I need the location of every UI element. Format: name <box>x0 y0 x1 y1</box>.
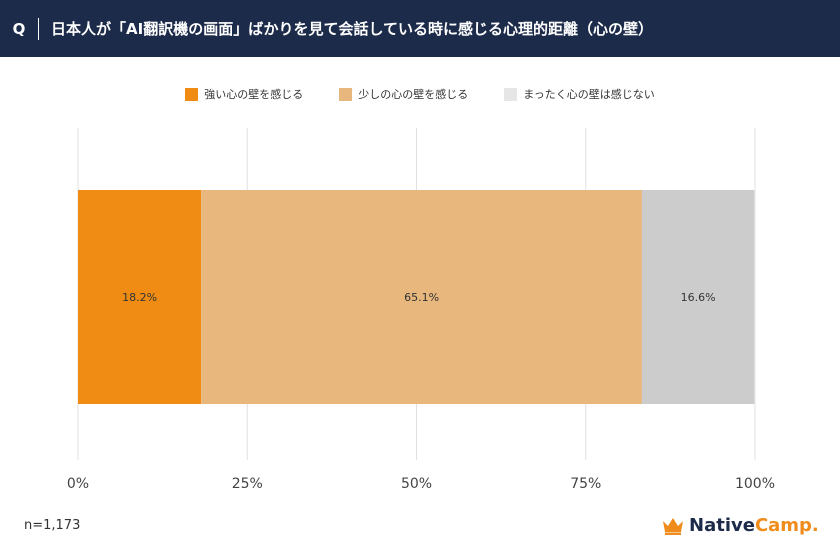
x-tick-label: 0% <box>67 476 89 492</box>
bar-segment <box>78 190 202 404</box>
legend-item-strong: 強い心の壁を感じる <box>185 86 303 102</box>
bar-segment <box>201 190 642 404</box>
logo-text-camp: Camp. <box>754 515 819 536</box>
data-label: 16.6% <box>681 291 716 304</box>
x-tick-label: 75% <box>570 476 601 492</box>
legend-swatch-strong <box>185 87 199 101</box>
sample-size: n=1,173 <box>24 518 81 533</box>
question-mark: Q <box>12 19 26 38</box>
nativecamp-logo: NativeCamp. <box>662 515 819 536</box>
x-tick-label: 100% <box>735 476 775 492</box>
legend-label-none: まったく心の壁は感じない <box>523 88 655 101</box>
legend-swatch-none <box>504 87 518 101</box>
data-label: 18.2% <box>122 291 157 304</box>
x-tick-label: 50% <box>401 476 432 492</box>
data-label: 65.1% <box>404 291 439 304</box>
legend-item-none: まったく心の壁は感じない <box>504 86 655 102</box>
header-divider <box>38 17 39 40</box>
legend-item-some: 少しの心の壁を感じる <box>339 86 468 102</box>
crown-icon <box>663 517 683 535</box>
legend-label-strong: 強い心の壁を感じる <box>204 88 304 101</box>
logo-text-native: Native <box>689 515 755 536</box>
chart-legend: 強い心の壁を感じる 少しの心の壁を感じる まったく心の壁は感じない <box>0 86 840 102</box>
legend-swatch-some <box>339 87 353 101</box>
question-header: Q 日本人が「AI翻訳機の画面」ばかりを見て会話している時に感じる心理的距離（心… <box>0 0 840 57</box>
bar-segment <box>641 190 755 404</box>
legend-label-some: 少しの心の壁を感じる <box>358 88 469 101</box>
x-tick-label: 25% <box>232 476 263 492</box>
question-title: 日本人が「AI翻訳機の画面」ばかりを見て会話している時に感じる心理的距離（心の壁… <box>51 20 654 38</box>
